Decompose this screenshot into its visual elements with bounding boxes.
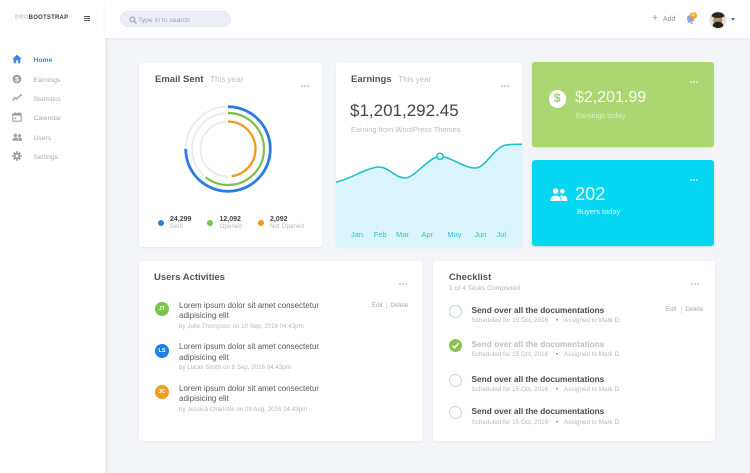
svg-text:$: $ <box>15 76 19 83</box>
